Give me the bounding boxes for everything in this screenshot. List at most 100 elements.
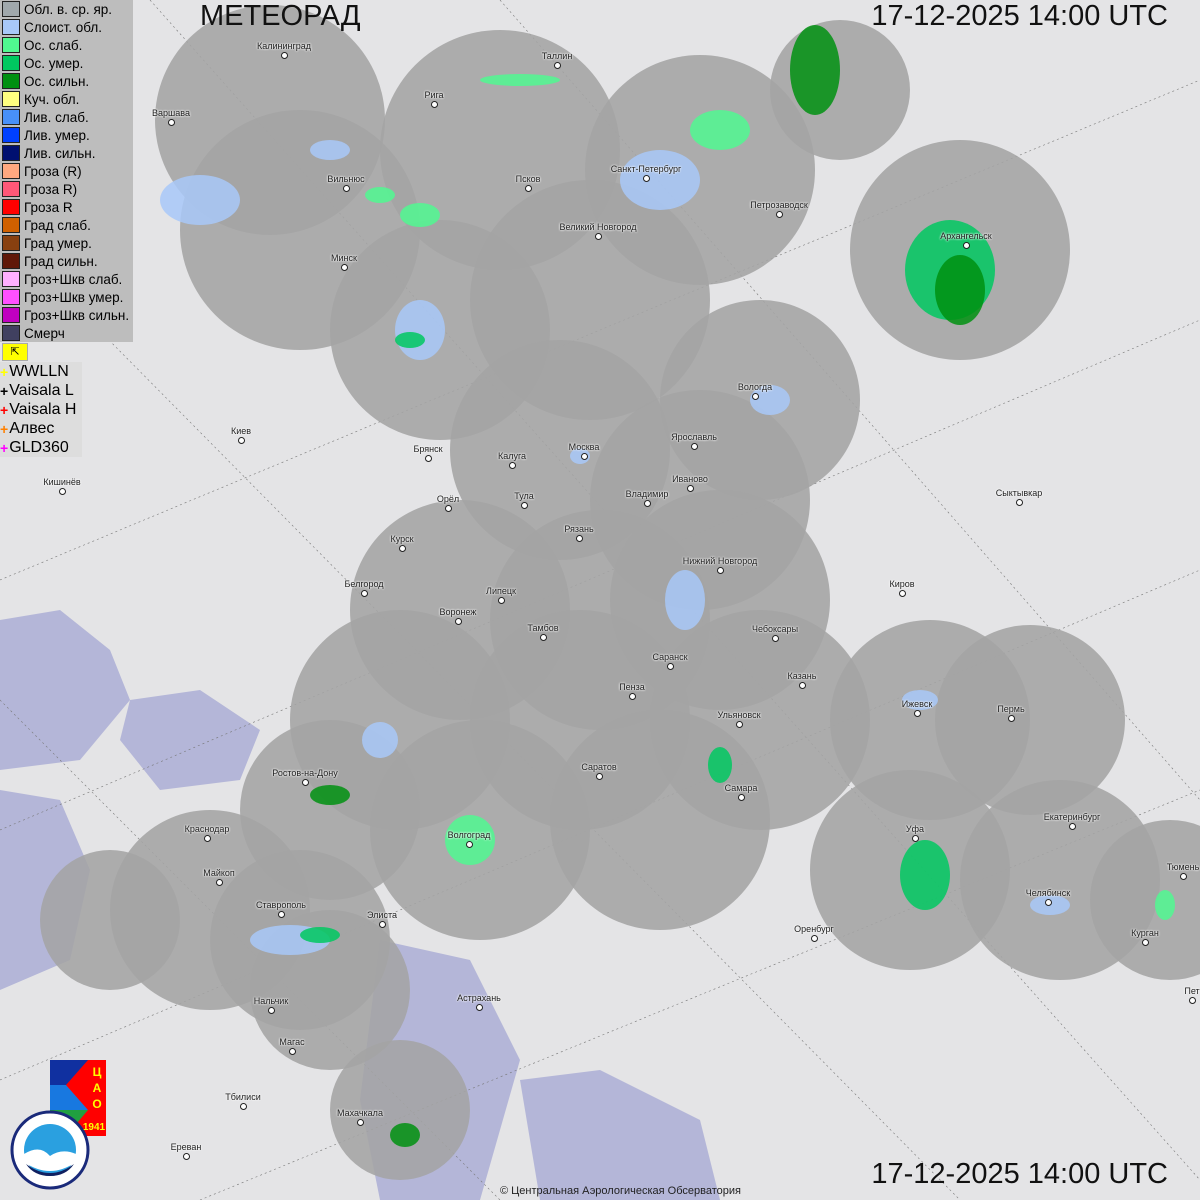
precipitation-echo: [620, 150, 700, 210]
lightning-network-item: + GLD360: [0, 438, 82, 457]
precipitation-echo: [1155, 890, 1175, 920]
svg-text:Ц: Ц: [93, 1065, 102, 1079]
city-label: Воронеж: [439, 607, 477, 617]
city-label: Кишинёв: [43, 477, 81, 487]
precipitation-echo: [708, 747, 732, 783]
legend-label: Лив. слаб.: [24, 109, 89, 125]
legend-swatch: [2, 217, 20, 233]
city-label: Рига: [424, 90, 444, 100]
lightning-network-item: + WWLLN: [0, 362, 82, 381]
city-label: Варшава: [152, 108, 190, 118]
city-label: Киров: [889, 579, 915, 589]
legend-swatch: [2, 163, 20, 179]
legend-item: Лив. умер.: [0, 126, 133, 144]
city-label: Элиста: [367, 910, 397, 920]
precipitation-legend: Обл. в. ср. яр. Слоист. обл. Ос. слаб. Ос. …: [0, 0, 133, 342]
city-marker: [204, 835, 211, 842]
legend-label: Ос. умер.: [24, 55, 84, 71]
legend-label: Град сильн.: [24, 253, 98, 269]
city-marker: [717, 567, 724, 574]
city-label: Москва: [568, 442, 600, 452]
legend-item: Гроз+Шкв слаб.: [0, 270, 133, 288]
svg-text:А: А: [93, 1081, 102, 1095]
cross-icon: +: [0, 420, 9, 437]
city-label: Иваново: [672, 474, 708, 484]
lightning-legend: + WWLLN + Vaisala L + Vaisala H + Алвес + GLD360: [0, 362, 82, 457]
city-marker: [667, 663, 674, 670]
city-marker: [521, 502, 528, 509]
legend-item: Лив. слаб.: [0, 108, 133, 126]
legend-label: Куч. обл.: [24, 91, 80, 107]
city-marker: [1189, 997, 1196, 1004]
city-marker: [476, 1004, 483, 1011]
city-label: Петрозаводск: [750, 200, 808, 210]
legend-swatch: [2, 289, 20, 305]
city-label: Чебоксары: [751, 624, 799, 634]
lightning-network-item: + Vaisala H: [0, 400, 82, 419]
datetime-top: 17-12-2025 14:00 UTC: [871, 0, 1168, 32]
city-marker: [1045, 899, 1052, 906]
legend-label: Лив. сильн.: [24, 145, 96, 161]
city-label: Оренбург: [794, 924, 834, 934]
city-marker: [431, 101, 438, 108]
city-marker: [687, 485, 694, 492]
city-marker: [445, 505, 452, 512]
legend-label: Гроза (R): [24, 163, 82, 179]
legend-label: Гроз+Шкв умер.: [24, 289, 124, 305]
city-marker: [691, 443, 698, 450]
lightning-toggle-icon[interactable]: ⇱: [2, 343, 28, 361]
city-label: Таллин: [541, 51, 573, 61]
radar-coverage: [40, 5, 1200, 1180]
city-marker: [1180, 873, 1187, 880]
legend-item: Гроза (R): [0, 162, 133, 180]
city-marker: [498, 597, 505, 604]
radar-coverage-circle: [40, 850, 180, 990]
city-label: Белгород: [344, 579, 384, 589]
city-marker: [1008, 715, 1015, 722]
legend-label: Лив. умер.: [24, 127, 90, 143]
city-marker: [629, 693, 636, 700]
city-label: Великий Новгород: [559, 222, 637, 232]
legend-label: Слоист. обл.: [24, 19, 103, 35]
precipitation-echo: [310, 140, 350, 160]
city-marker: [455, 618, 462, 625]
legend-label: Ос. слаб.: [24, 37, 83, 53]
city-marker: [776, 211, 783, 218]
cross-icon: +: [0, 382, 9, 399]
precipitation-echo: [365, 187, 395, 203]
precipitation-echo: [790, 25, 840, 115]
city-marker: [525, 185, 532, 192]
precipitation-echo: [570, 448, 590, 464]
city-marker: [302, 779, 309, 786]
legend-item: Куч. обл.: [0, 90, 133, 108]
city-marker: [595, 233, 602, 240]
precipitation-echoes: [160, 25, 1175, 1147]
precipitation-echo: [445, 815, 495, 865]
legend-label: Град слаб.: [24, 217, 91, 233]
city-marker: [772, 635, 779, 642]
city-label: Тула: [514, 491, 534, 501]
precipitation-echo: [362, 722, 398, 758]
city-marker: [799, 682, 806, 689]
city-marker: [1142, 939, 1149, 946]
legend-swatch: [2, 271, 20, 287]
city-marker: [183, 1153, 190, 1160]
city-label: Санкт-Петербург: [610, 164, 682, 174]
city-marker: [379, 921, 386, 928]
legend-label: Гроз+Шкв сильн.: [24, 307, 130, 323]
city-label: Пет: [1184, 986, 1200, 996]
city-marker: [357, 1119, 364, 1126]
legend-swatch: [2, 91, 20, 107]
city-marker: [736, 721, 743, 728]
precipitation-echo: [390, 1123, 420, 1147]
city-marker: [509, 462, 516, 469]
city-marker: [361, 590, 368, 597]
legend-label: Гроза R): [24, 181, 78, 197]
city-marker: [240, 1103, 247, 1110]
svg-text:О: О: [92, 1097, 101, 1111]
precipitation-echo: [690, 110, 750, 150]
city-marker: [425, 455, 432, 462]
legend-item: Гроз+Шкв умер.: [0, 288, 133, 306]
city-label: Псков: [515, 174, 541, 184]
